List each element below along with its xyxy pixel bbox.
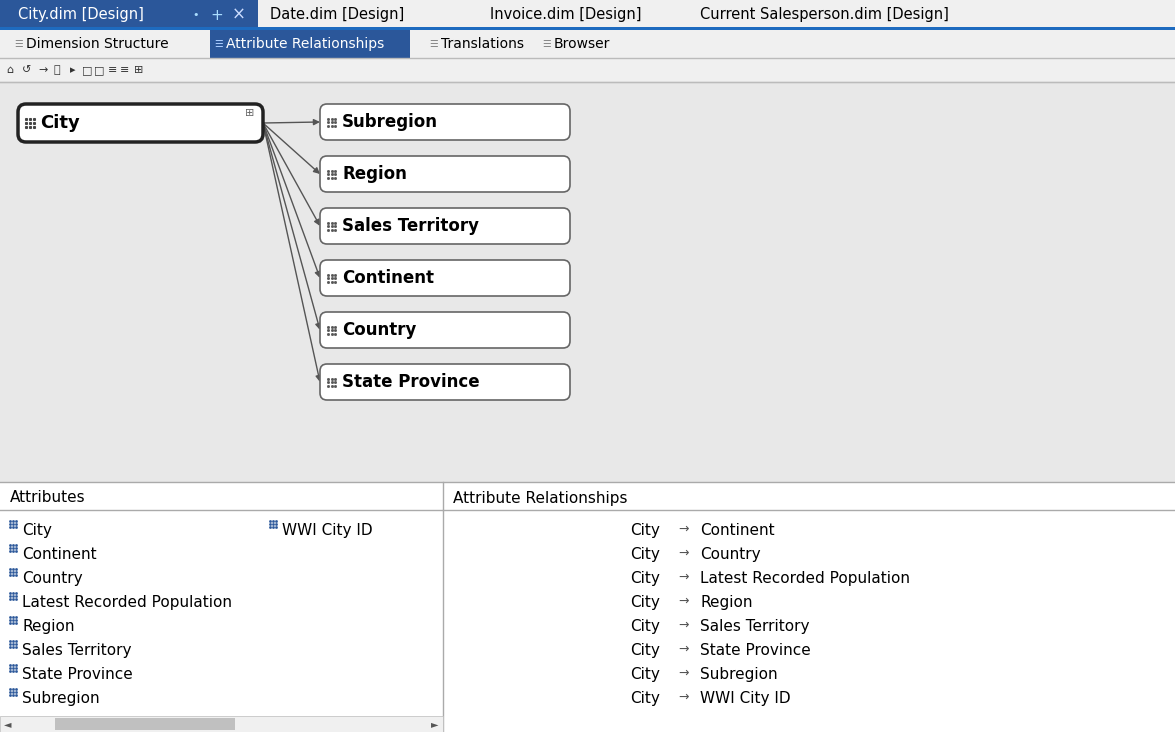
Text: ►: ► xyxy=(431,719,438,729)
Text: Attribute Relationships: Attribute Relationships xyxy=(454,490,627,506)
FancyBboxPatch shape xyxy=(0,0,1175,30)
FancyBboxPatch shape xyxy=(210,30,410,58)
Text: ↺: ↺ xyxy=(22,65,32,75)
Text: →: → xyxy=(678,571,689,584)
Text: Attribute Relationships: Attribute Relationships xyxy=(226,37,384,51)
Text: •: • xyxy=(192,10,199,20)
FancyBboxPatch shape xyxy=(320,364,570,400)
Text: Browser: Browser xyxy=(553,37,610,51)
Text: Attributes: Attributes xyxy=(11,490,86,506)
Text: Translations: Translations xyxy=(441,37,524,51)
Text: ☰: ☰ xyxy=(542,39,551,49)
FancyBboxPatch shape xyxy=(18,104,263,142)
Text: Sales Territory: Sales Territory xyxy=(22,643,132,658)
Text: □: □ xyxy=(82,65,93,75)
Text: State Province: State Province xyxy=(700,643,811,658)
Text: ≡: ≡ xyxy=(120,65,129,75)
Text: ☰: ☰ xyxy=(429,39,438,49)
Text: City: City xyxy=(40,114,80,132)
Text: ☰: ☰ xyxy=(14,39,22,49)
Text: City: City xyxy=(630,619,660,634)
Text: City: City xyxy=(630,691,660,706)
Text: Latest Recorded Population: Latest Recorded Population xyxy=(22,595,231,610)
Text: Continent: Continent xyxy=(342,269,434,287)
Text: Dimension Structure: Dimension Structure xyxy=(26,37,169,51)
FancyBboxPatch shape xyxy=(55,718,235,730)
Text: Country: Country xyxy=(700,547,760,562)
Text: □: □ xyxy=(94,65,105,75)
Text: Subregion: Subregion xyxy=(700,667,778,682)
Text: Subregion: Subregion xyxy=(342,113,438,131)
FancyBboxPatch shape xyxy=(0,716,443,732)
Text: →: → xyxy=(678,667,689,680)
Text: ⊞: ⊞ xyxy=(134,65,143,75)
Text: →: → xyxy=(678,595,689,608)
Text: Continent: Continent xyxy=(700,523,774,538)
Text: ☰: ☰ xyxy=(214,39,223,49)
Text: City: City xyxy=(630,667,660,682)
Text: Country: Country xyxy=(342,321,416,339)
Text: Current Salesperson.dim [Design]: Current Salesperson.dim [Design] xyxy=(700,7,949,23)
FancyBboxPatch shape xyxy=(320,312,570,348)
Text: ⌂: ⌂ xyxy=(6,65,13,75)
FancyBboxPatch shape xyxy=(320,260,570,296)
Text: ◄: ◄ xyxy=(4,719,12,729)
Text: City: City xyxy=(630,571,660,586)
Text: Sales Territory: Sales Territory xyxy=(342,217,479,235)
FancyBboxPatch shape xyxy=(320,104,570,140)
Text: City: City xyxy=(630,547,660,562)
Text: Date.dim [Design]: Date.dim [Design] xyxy=(270,7,404,23)
Text: City: City xyxy=(630,643,660,658)
Text: ×: × xyxy=(231,6,246,24)
Text: WWI City ID: WWI City ID xyxy=(282,523,372,538)
Text: City: City xyxy=(22,523,52,538)
Text: ▸: ▸ xyxy=(70,65,75,75)
FancyBboxPatch shape xyxy=(0,30,1175,58)
Text: ⊞: ⊞ xyxy=(246,108,254,118)
Text: City.dim [Design]: City.dim [Design] xyxy=(18,7,143,23)
Text: →: → xyxy=(38,65,47,75)
Text: Continent: Continent xyxy=(22,547,96,562)
FancyBboxPatch shape xyxy=(0,82,1175,482)
Text: Subregion: Subregion xyxy=(22,691,100,706)
Text: ⌕: ⌕ xyxy=(54,65,61,75)
Text: WWI City ID: WWI City ID xyxy=(700,691,791,706)
FancyBboxPatch shape xyxy=(0,27,1175,30)
Text: →: → xyxy=(678,643,689,656)
FancyBboxPatch shape xyxy=(320,208,570,244)
Text: Latest Recorded Population: Latest Recorded Population xyxy=(700,571,909,586)
FancyBboxPatch shape xyxy=(0,58,1175,82)
Text: →: → xyxy=(678,547,689,560)
Text: City: City xyxy=(630,595,660,610)
Text: →: → xyxy=(678,691,689,704)
Text: Region: Region xyxy=(342,165,407,183)
Text: State Province: State Province xyxy=(22,667,133,682)
Text: →: → xyxy=(678,523,689,536)
FancyBboxPatch shape xyxy=(320,156,570,192)
Text: →: → xyxy=(678,619,689,632)
Text: Region: Region xyxy=(22,619,74,634)
Text: State Province: State Province xyxy=(342,373,479,391)
Text: City: City xyxy=(630,523,660,538)
FancyBboxPatch shape xyxy=(0,482,1175,732)
Text: Country: Country xyxy=(22,571,82,586)
FancyBboxPatch shape xyxy=(0,0,258,30)
Text: Region: Region xyxy=(700,595,752,610)
Text: Sales Territory: Sales Territory xyxy=(700,619,810,634)
Text: +: + xyxy=(210,7,223,23)
Text: Invoice.dim [Design]: Invoice.dim [Design] xyxy=(490,7,642,23)
Text: ≡: ≡ xyxy=(108,65,118,75)
